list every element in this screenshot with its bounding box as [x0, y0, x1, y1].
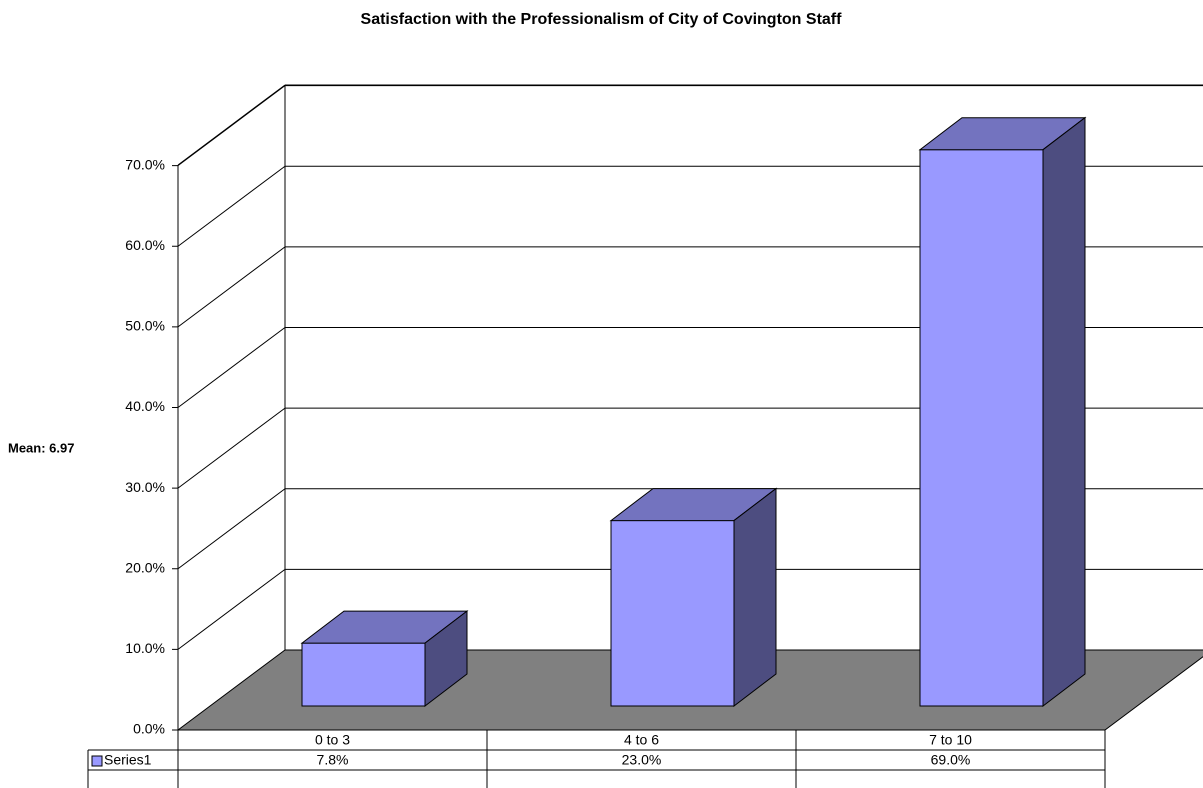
y-tick-label: 10.0%: [125, 640, 165, 656]
y-tick-label: 60.0%: [125, 237, 165, 253]
grid-line: [177, 246, 286, 328]
bar-side: [424, 610, 468, 708]
grid-line: [177, 568, 286, 650]
grid-line: [177, 85, 286, 167]
grid-line: [177, 165, 286, 247]
y-tick-label: 30.0%: [125, 479, 165, 495]
chart-title: Satisfaction with the Professionalism of…: [361, 11, 843, 28]
bar-front: [919, 149, 1044, 707]
grid-line: [177, 327, 286, 408]
data-label: 7.8%: [317, 752, 349, 768]
data-label: 23.0%: [622, 752, 662, 768]
grid-line: [177, 488, 286, 570]
bar-side: [733, 487, 777, 708]
x-tick-label: 0 to 3: [315, 732, 350, 748]
y-tick-label: 20.0%: [125, 559, 165, 575]
y-tick-label: 50.0%: [125, 318, 165, 334]
bar-front: [610, 520, 735, 707]
x-tick-label: 7 to 10: [929, 732, 972, 748]
bar-side: [1042, 116, 1086, 708]
data-label: 69.0%: [931, 752, 971, 768]
wall-edge: [177, 84, 286, 166]
x-tick-label: 4 to 6: [624, 732, 659, 748]
y-tick-label: 70.0%: [125, 156, 165, 172]
bar-front: [301, 642, 426, 707]
y-tick-label: 40.0%: [125, 398, 165, 414]
legend-swatch: [91, 755, 103, 767]
grid-line: [177, 407, 286, 489]
y-tick-label: 0.0%: [133, 721, 165, 737]
legend-label: Series1: [104, 752, 152, 768]
annotation: Mean: 6.97: [8, 440, 74, 455]
